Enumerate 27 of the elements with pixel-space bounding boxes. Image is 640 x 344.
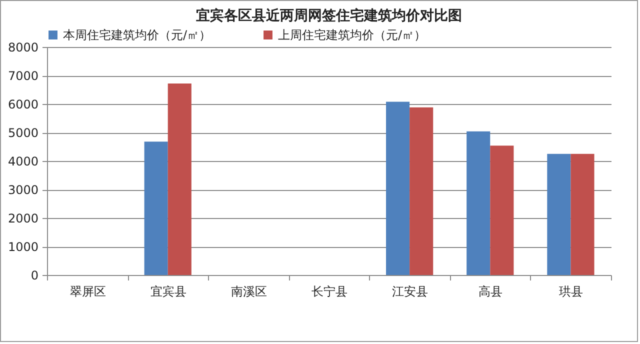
bar — [547, 154, 571, 275]
x-tick-label: 南溪区 — [230, 284, 267, 298]
y-tick-label: 0 — [30, 268, 38, 282]
x-tick-label: 珙县 — [559, 284, 584, 298]
legend-label: 本周住宅建筑均价（元/㎡） — [63, 28, 212, 42]
x-tick-label: 翠屏区 — [70, 284, 106, 298]
bar — [144, 142, 168, 275]
y-tick-label: 6000 — [8, 98, 38, 112]
y-tick-label: 2000 — [8, 212, 38, 226]
chart-title: 宜宾各区县近两周网签住宅建筑均价对比图 — [196, 7, 462, 24]
x-tick-label: 宜宾县 — [150, 284, 186, 298]
y-tick-label: 3000 — [8, 183, 38, 197]
bar — [410, 107, 434, 275]
y-tick-label: 5000 — [8, 126, 38, 140]
legend-label: 上周住宅建筑均价（元/㎡） — [278, 28, 426, 42]
bar — [386, 102, 410, 275]
x-tick-label: 江安县 — [392, 284, 428, 298]
bar — [570, 154, 594, 275]
x-tick-label: 长宁县 — [312, 284, 348, 298]
bar — [466, 131, 490, 275]
bar — [168, 83, 192, 275]
y-tick-label: 4000 — [8, 154, 38, 168]
bar — [490, 146, 514, 275]
y-tick-label: 1000 — [8, 240, 38, 254]
y-tick-label: 7000 — [8, 69, 38, 83]
y-tick-label: 8000 — [8, 40, 38, 54]
x-tick-label: 高县 — [478, 284, 503, 298]
